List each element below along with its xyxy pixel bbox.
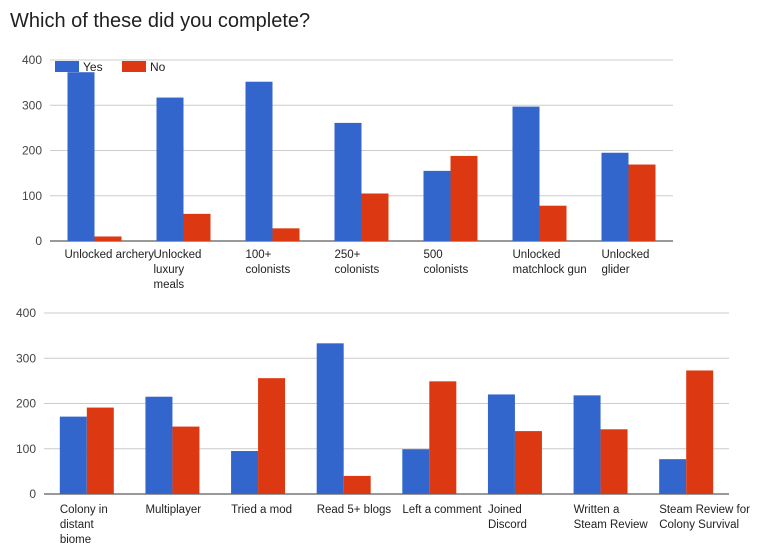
page-title: Which of these did you complete? [10, 10, 311, 32]
category-label: Unlocked [602, 249, 650, 261]
category-label: 100+ [246, 249, 272, 261]
bar-no [600, 429, 628, 494]
category-label: Left a comment [402, 504, 482, 516]
category-label: Unlocked archery [65, 249, 155, 261]
bar-no [183, 213, 211, 241]
legend-swatch-yes [55, 61, 79, 72]
legend-label: Yes [83, 60, 103, 74]
legend: Yes No [55, 60, 166, 74]
bar-no [450, 155, 478, 241]
category-label: Steam Review [574, 519, 649, 531]
category-label: Colony in [60, 504, 108, 516]
y-tick-label: 400 [22, 53, 42, 67]
bar-no [258, 378, 286, 494]
bar-yes [512, 106, 540, 241]
category-label: 500 [424, 249, 443, 261]
category-label: glider [602, 264, 630, 276]
y-tick-label: 0 [35, 234, 42, 248]
bar-yes [67, 72, 95, 241]
category-label: matchlock gun [513, 264, 587, 276]
bar-yes [423, 170, 451, 241]
category-label: Joined [488, 504, 522, 516]
y-tick-label: 100 [22, 189, 42, 203]
bar-no [361, 193, 389, 241]
category-label: colonists [424, 264, 469, 276]
category-label: Written a [574, 504, 620, 516]
bar-yes [316, 343, 344, 494]
bar-yes [659, 459, 687, 494]
category-label: Read 5+ blogs [317, 504, 392, 516]
category-label: biome [60, 534, 91, 546]
bar-no [686, 370, 714, 494]
bar-no [343, 475, 371, 494]
y-tick-label: 400 [16, 306, 36, 320]
category-label: luxury [154, 264, 185, 276]
bar-yes [334, 122, 362, 241]
bar-yes [573, 395, 601, 494]
category-label: Unlocked [513, 249, 561, 261]
bar-no [628, 164, 656, 241]
bar-no [539, 205, 567, 241]
category-label: meals [154, 279, 185, 291]
bar-yes [59, 416, 87, 494]
legend-swatch-no [122, 61, 146, 72]
category-label: Tried a mod [231, 504, 292, 516]
category-label: Multiplayer [145, 504, 201, 516]
y-tick-label: 0 [29, 487, 36, 501]
bar-yes [245, 81, 273, 241]
category-label: Colony Survival [659, 519, 739, 531]
y-tick-label: 300 [22, 98, 42, 112]
bar-yes [487, 394, 515, 494]
bar-no [429, 381, 457, 494]
category-label: Unlocked [154, 249, 202, 261]
bar-no [272, 228, 300, 241]
category-label: Steam Review for [659, 504, 750, 516]
y-tick-label: 200 [16, 397, 36, 411]
category-label: colonists [335, 264, 380, 276]
bar-yes [145, 396, 173, 494]
bar-no [514, 431, 542, 494]
bar-no [94, 236, 122, 241]
y-tick-label: 200 [22, 144, 42, 158]
bar-yes [601, 152, 629, 241]
category-label: colonists [246, 264, 291, 276]
category-label: Discord [488, 519, 527, 531]
bar-yes [402, 449, 430, 494]
y-tick-label: 100 [16, 442, 36, 456]
bar-yes [156, 97, 184, 242]
legend-label: No [150, 60, 166, 74]
bar-no [172, 426, 200, 494]
category-label: distant [60, 519, 95, 531]
bar-yes [231, 451, 259, 494]
category-label: 250+ [335, 249, 361, 261]
bar-no [86, 407, 114, 494]
y-tick-label: 300 [16, 351, 36, 365]
